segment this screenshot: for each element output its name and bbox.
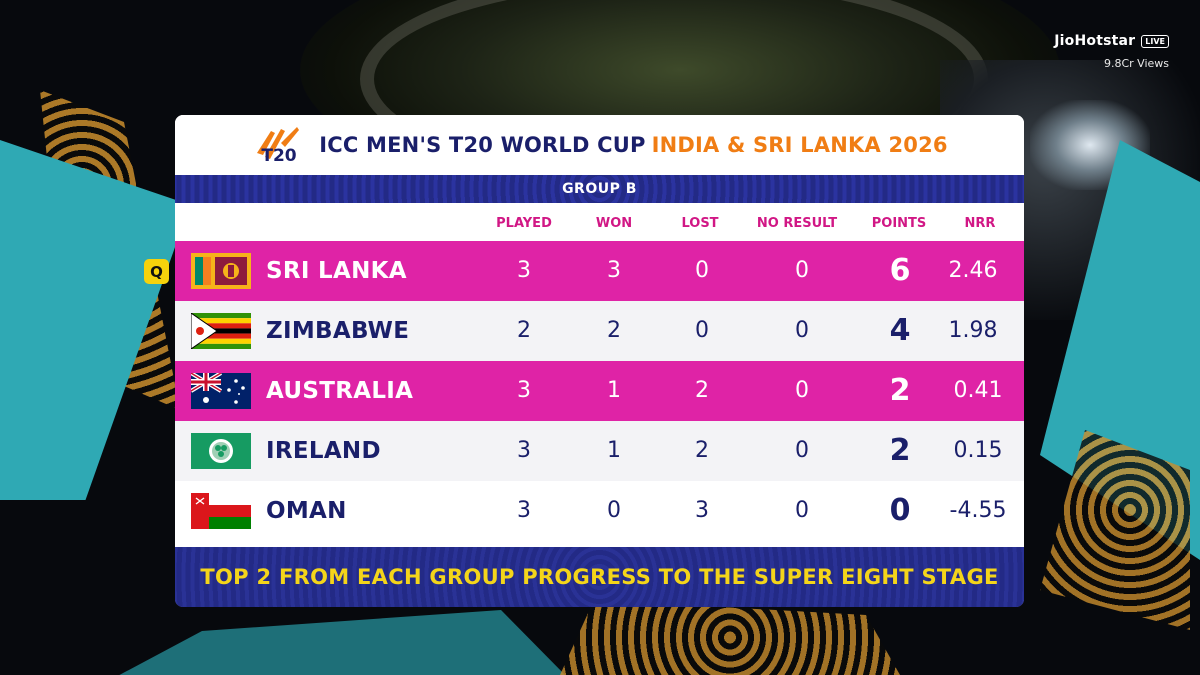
- view-count: 9.8Cr Views: [1103, 57, 1169, 70]
- table-row: OMAN 3 0 3 0 0 -4.55: [175, 481, 1024, 541]
- team-name: SRI LANKA: [266, 258, 407, 284]
- team-name: ZIMBABWE: [266, 318, 410, 344]
- team-name: OMAN: [266, 498, 347, 524]
- standings-table: T20 ICC MEN'S T20 WORLD CUP INDIA & SRI L…: [175, 115, 1024, 607]
- live-badge: LIVE: [1141, 34, 1169, 48]
- broadcaster-brand-row: JioHotstar LIVE: [1054, 33, 1169, 49]
- won-value: 1: [607, 438, 621, 463]
- ireland-cricket-flag-icon: [191, 433, 251, 469]
- played-value: 3: [517, 498, 531, 523]
- footer-text: TOP 2 FROM EACH GROUP PROGRESS TO THE SU…: [200, 565, 999, 589]
- lost-value: 0: [695, 258, 709, 283]
- col-lost: LOST: [681, 216, 719, 231]
- points-value: 2: [889, 373, 911, 408]
- nrr-value: 2.46: [948, 258, 998, 283]
- team-name: AUSTRALIA: [266, 378, 414, 404]
- played-value: 3: [517, 378, 531, 403]
- col-points: POINTS: [871, 216, 927, 231]
- zimbabwe-flag-icon: [191, 313, 251, 349]
- team-name: IRELAND: [266, 438, 381, 464]
- australia-flag-icon: [191, 373, 251, 409]
- played-value: 3: [517, 258, 531, 283]
- col-played: PLAYED: [496, 216, 552, 231]
- col-nrr: NRR: [964, 216, 996, 231]
- no-result-value: 0: [795, 378, 809, 403]
- teal-shape-bottom: [110, 610, 570, 675]
- broadcaster-overlay: JioHotstar LIVE 9.8Cr Views: [1054, 33, 1169, 70]
- col-won: WON: [595, 216, 633, 231]
- group-label: GROUP B: [562, 181, 637, 197]
- lost-value: 2: [695, 378, 709, 403]
- won-value: 1: [607, 378, 621, 403]
- nrr-value: 0.41: [953, 378, 1003, 403]
- won-value: 2: [607, 318, 621, 343]
- tournament-name: ICC MEN'S T20 WORLD CUP: [319, 133, 646, 157]
- no-result-value: 0: [795, 318, 809, 343]
- won-value: 3: [607, 258, 621, 283]
- table-row: ZIMBABWE 2 2 0 0 4 1.98: [175, 301, 1024, 361]
- no-result-value: 0: [795, 258, 809, 283]
- col-no-result: NO RESULT: [756, 216, 838, 231]
- table-header: T20 ICC MEN'S T20 WORLD CUP INDIA & SRI L…: [175, 115, 1024, 175]
- broadcaster-logo: JioHotstar: [1054, 33, 1136, 49]
- oman-flag-icon: [191, 493, 251, 529]
- points-value: 2: [889, 433, 911, 468]
- nrr-value: -4.55: [949, 498, 1007, 523]
- played-value: 2: [517, 318, 531, 343]
- column-headers: PLAYED WON LOST NO RESULT POINTS NRR: [175, 203, 1024, 241]
- points-value: 4: [889, 313, 911, 348]
- qualified-badge: Q: [144, 259, 169, 284]
- points-value: 0: [889, 493, 911, 528]
- table-row: SRI LANKA 3 3 0 0 6 2.46: [175, 241, 1024, 301]
- gold-pattern-bottom: [560, 600, 900, 675]
- tournament-hosts: INDIA & SRI LANKA 2026: [651, 133, 948, 157]
- footer-banner: TOP 2 FROM EACH GROUP PROGRESS TO THE SU…: [175, 547, 1024, 607]
- svg-text:T20: T20: [262, 146, 297, 166]
- nrr-value: 0.15: [953, 438, 1003, 463]
- points-value: 6: [889, 253, 911, 288]
- won-value: 0: [607, 498, 621, 523]
- no-result-value: 0: [795, 438, 809, 463]
- lost-value: 3: [695, 498, 709, 523]
- table-row: IRELAND 3 1 2 0 2 0.15: [175, 421, 1024, 481]
- table-row: AUSTRALIA 3 1 2 0 2 0.41: [175, 361, 1024, 421]
- t20-world-cup-logo: T20: [257, 127, 300, 166]
- lost-value: 2: [695, 438, 709, 463]
- sri-lanka-flag-icon: [191, 253, 251, 289]
- group-bar: GROUP B: [175, 175, 1024, 203]
- played-value: 3: [517, 438, 531, 463]
- nrr-value: 1.98: [948, 318, 998, 343]
- lost-value: 0: [695, 318, 709, 343]
- no-result-value: 0: [795, 498, 809, 523]
- tournament-title: ICC MEN'S T20 WORLD CUP INDIA & SRI LANKA…: [319, 133, 947, 157]
